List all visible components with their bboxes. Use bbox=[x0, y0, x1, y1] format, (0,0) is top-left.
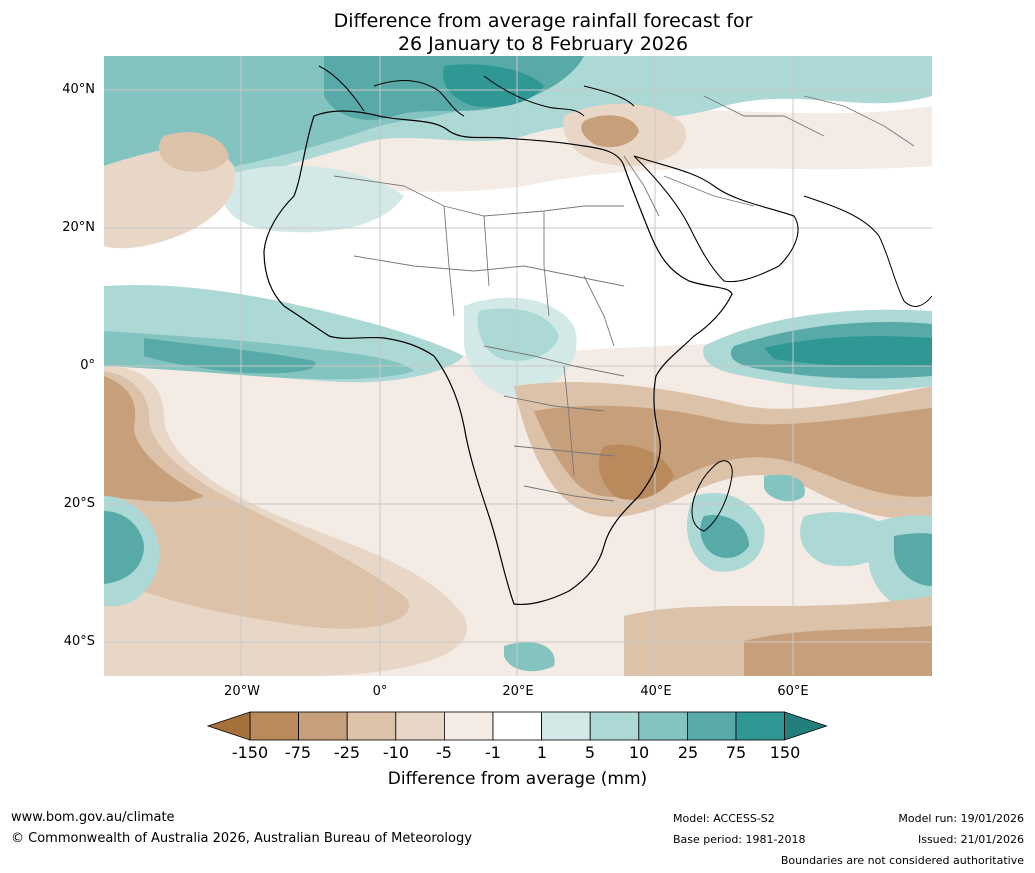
title-line-2: 26 January to 8 February 2026 bbox=[397, 33, 689, 55]
model-run-date: Model run: 19/01/2026 bbox=[898, 812, 1024, 825]
issued-date: Issued: 21/01/2026 bbox=[917, 833, 1024, 846]
colorbar-tick: 150 bbox=[769, 743, 801, 762]
colorbar-cell bbox=[589, 711, 640, 741]
colorbar-label: Difference from average (mm) bbox=[387, 769, 648, 789]
map-title: Difference from average rainfall forecas… bbox=[0, 10, 1035, 56]
lat-label-20n: 20°N bbox=[62, 220, 95, 235]
colorbar-tick: 75 bbox=[725, 743, 747, 762]
colorbar-tick: 1 bbox=[536, 743, 548, 762]
lat-label-40n: 40°N bbox=[62, 82, 95, 97]
lat-label-20s: 20°S bbox=[63, 496, 95, 511]
colorbar-cell bbox=[395, 711, 445, 741]
lon-label-20w: 20°W bbox=[224, 684, 260, 699]
lat-label-0: 0° bbox=[80, 358, 95, 373]
lat-label-40s: 40°S bbox=[63, 634, 95, 649]
africa-coastline bbox=[263, 110, 733, 606]
colorbar-cell bbox=[735, 711, 785, 741]
asia-coastline bbox=[803, 195, 932, 307]
model-info: Model: ACCESS-S2 bbox=[673, 812, 775, 825]
lon-label-20e: 20°E bbox=[502, 684, 534, 699]
colorbar-extend-high bbox=[784, 711, 828, 741]
colorbar-cell bbox=[687, 711, 737, 741]
colorbar-tick: -150 bbox=[231, 743, 269, 762]
colorbar-cell bbox=[492, 711, 542, 741]
colorbar-tick: -75 bbox=[284, 743, 312, 762]
title-line-1: Difference from average rainfall forecas… bbox=[333, 10, 753, 32]
colorbar-extend-low bbox=[206, 711, 251, 741]
colorbar-tick: 5 bbox=[584, 743, 596, 762]
colorbar-tick: 10 bbox=[628, 743, 650, 762]
madagascar-coastline bbox=[691, 460, 733, 532]
colorbar-cell bbox=[346, 711, 397, 741]
colorbar-cell bbox=[249, 711, 299, 741]
colorbar-tick: -1 bbox=[485, 743, 501, 762]
lon-label-0: 0° bbox=[372, 684, 388, 699]
arabia-coastline bbox=[633, 155, 799, 283]
base-period-info: Base period: 1981-2018 bbox=[673, 833, 806, 846]
country-borders bbox=[333, 95, 915, 502]
website-link[interactable]: www.bom.gov.au/climate bbox=[11, 810, 175, 825]
copyright-notice: © Commonwealth of Australia 2026, Austra… bbox=[11, 831, 472, 846]
colorbar-cell bbox=[443, 711, 494, 741]
europe-coastline bbox=[318, 65, 635, 117]
lon-label-60e: 60°E bbox=[777, 684, 809, 699]
colorbar-cell bbox=[541, 711, 591, 741]
colorbar-cell bbox=[298, 711, 348, 741]
colorbar-tick: -5 bbox=[436, 743, 452, 762]
colorbar-tick: -10 bbox=[382, 743, 410, 762]
colorbar-tick: 25 bbox=[677, 743, 699, 762]
graticule bbox=[104, 56, 932, 676]
colorbar-tick: -25 bbox=[333, 743, 361, 762]
lon-label-40e: 40°E bbox=[640, 684, 672, 699]
colorbar-cell bbox=[638, 711, 688, 741]
colorbar bbox=[206, 711, 828, 741]
rainfall-anomaly-map bbox=[104, 56, 932, 676]
map-canvas bbox=[104, 56, 932, 676]
boundaries-disclaimer: Boundaries are not considered authoritat… bbox=[780, 854, 1024, 867]
